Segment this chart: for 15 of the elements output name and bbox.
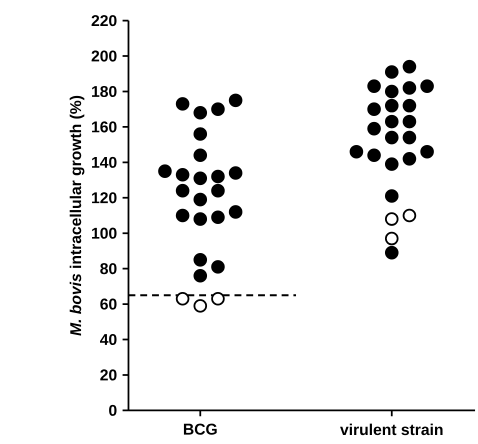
y-tick-label: 220	[92, 15, 117, 26]
y-tick-label: 20	[100, 370, 117, 381]
x-tick-label: BCG	[184, 424, 217, 435]
y-tick-label: 120	[92, 192, 117, 204]
y-tick-label: 60	[100, 298, 117, 310]
y-tick-label: 100	[92, 228, 117, 239]
y-tick-label: 200	[92, 50, 117, 62]
y-tick-label: 160	[92, 121, 117, 133]
y-tick-label: 0	[109, 404, 117, 416]
y-tick-label: 140	[92, 156, 117, 168]
y-tick-label: 80	[100, 263, 117, 274]
y-axis-title: M. bovis intracellular growth (%)	[70, 96, 84, 336]
y-tick-label: 40	[100, 334, 117, 346]
x-tick-label: virulent strain	[340, 424, 443, 436]
y-tick-label: 180	[92, 86, 117, 98]
